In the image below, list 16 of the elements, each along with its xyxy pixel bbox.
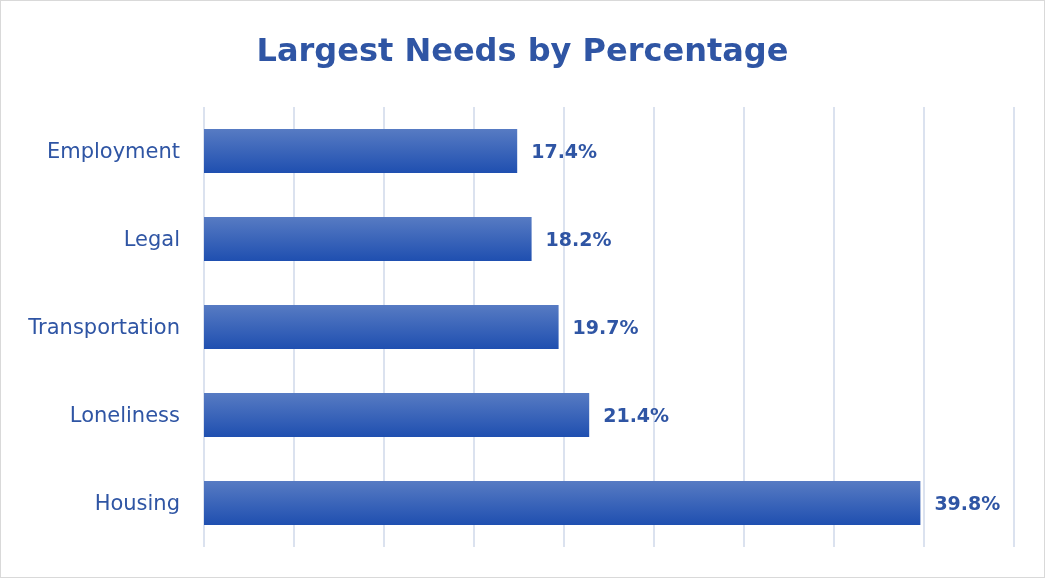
data-label: 21.4% — [603, 404, 670, 426]
y-tick-label: Housing — [94, 491, 180, 515]
bar — [204, 305, 559, 349]
data-label: 18.2% — [545, 228, 612, 250]
y-tick-label: Legal — [123, 227, 180, 251]
y-tick-label: Transportation — [27, 315, 180, 339]
chart-title: Largest Needs by Percentage — [256, 31, 789, 69]
data-label: 17.4% — [531, 140, 598, 162]
bar — [204, 393, 590, 437]
data-label: 39.8% — [934, 492, 1001, 514]
bar — [204, 129, 518, 173]
bar — [204, 481, 921, 525]
y-tick-label: Employment — [46, 139, 180, 163]
bar — [204, 217, 532, 261]
data-label: 19.7% — [572, 316, 639, 338]
y-tick-label: Loneliness — [69, 403, 180, 427]
